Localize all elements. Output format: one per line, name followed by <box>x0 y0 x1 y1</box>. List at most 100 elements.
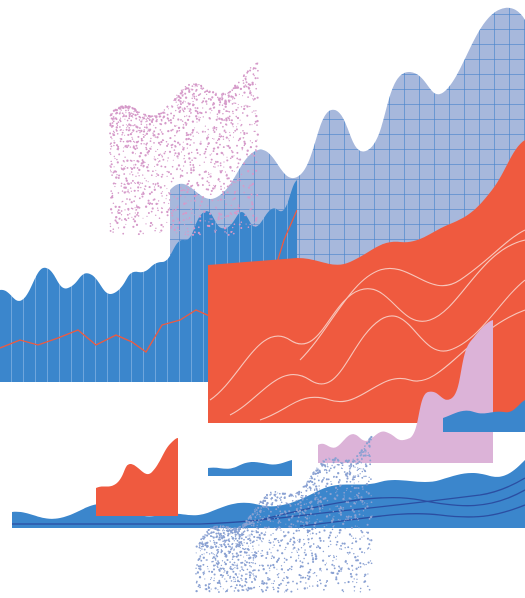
speckle-dot <box>317 498 319 501</box>
speckle-dot <box>153 156 155 158</box>
speckle-dot <box>258 544 260 546</box>
speckle-dot <box>348 473 351 476</box>
speckle-dot <box>278 520 281 523</box>
speckle-dot <box>306 498 308 500</box>
speckle-dot <box>201 197 203 199</box>
speckle-dot <box>240 106 243 108</box>
speckle-dot <box>164 122 167 125</box>
speckle-dot <box>120 182 123 185</box>
speckle-dot <box>231 89 234 92</box>
speckle-dot <box>295 525 297 527</box>
speckle-dot <box>145 180 147 182</box>
speckle-dot <box>220 549 223 551</box>
speckle-dot <box>286 576 289 579</box>
speckle-dot <box>237 545 241 548</box>
speckle-dot <box>136 167 139 169</box>
right-blue-wave <box>443 400 525 432</box>
speckle-dot <box>135 130 138 133</box>
speckle-dot <box>357 467 359 469</box>
speckle-dot <box>365 483 369 486</box>
speckle-dot <box>303 544 305 546</box>
speckle-dot <box>193 214 195 216</box>
speckle-dot <box>343 496 345 498</box>
speckle-dot <box>210 161 212 164</box>
speckle-dot <box>174 134 176 137</box>
speckle-dot <box>229 586 232 588</box>
speckle-dot <box>333 555 335 557</box>
speckle-dot <box>176 130 179 133</box>
speckle-dot <box>273 537 277 541</box>
speckle-dot <box>342 462 344 464</box>
speckle-dot <box>232 112 234 115</box>
speckle-dot <box>311 527 314 531</box>
speckle-dot <box>176 141 180 144</box>
speckle-dot <box>345 480 348 483</box>
speckle-dot <box>276 573 279 576</box>
speckle-dot <box>221 560 224 562</box>
speckle-dot <box>242 95 244 97</box>
speckle-dot <box>140 139 143 142</box>
speckle-dot <box>132 124 134 127</box>
speckle-dot <box>244 584 247 587</box>
speckle-dot <box>221 525 225 528</box>
speckle-dot <box>204 148 208 151</box>
speckle-dot <box>211 96 214 99</box>
speckle-dot <box>236 543 239 546</box>
speckle-dot <box>166 214 169 217</box>
speckle-dot <box>304 549 306 551</box>
speckle-dot <box>241 585 244 588</box>
speckle-dot <box>219 101 222 104</box>
speckle-dot <box>284 511 287 514</box>
speckle-dot <box>256 513 259 515</box>
speckle-dot <box>254 578 257 581</box>
speckle-dot <box>230 529 233 532</box>
speckle-dot <box>253 154 256 157</box>
speckle-dot <box>369 455 371 458</box>
speckle-dot <box>200 200 203 203</box>
speckle-dot <box>345 501 348 504</box>
speckle-dot <box>319 569 321 571</box>
speckle-dot <box>355 475 357 477</box>
speckle-dot <box>211 218 213 220</box>
speckle-dot <box>248 561 251 564</box>
speckle-dot <box>212 553 214 555</box>
speckle-dot <box>243 191 245 194</box>
speckle-dot <box>357 555 359 557</box>
speckle-dot <box>339 567 341 569</box>
speckle-dot <box>124 118 126 120</box>
speckle-dot <box>339 548 341 550</box>
speckle-dot <box>353 476 356 479</box>
speckle-dot <box>296 588 299 590</box>
speckle-dot <box>109 114 112 117</box>
speckle-dot <box>205 137 209 140</box>
speckle-dot <box>236 564 239 567</box>
speckle-dot <box>306 531 309 534</box>
speckle-dot <box>163 201 166 204</box>
speckle-dot <box>109 124 112 127</box>
speckle-dot <box>153 186 156 188</box>
speckle-dot <box>335 555 338 557</box>
speckle-dot <box>279 497 281 500</box>
speckle-dot <box>141 195 144 198</box>
speckle-dot <box>219 525 222 527</box>
speckle-dot <box>247 517 250 520</box>
speckle-dot <box>130 167 132 169</box>
speckle-dot <box>304 509 307 512</box>
speckle-dot <box>179 174 183 177</box>
speckle-dot <box>356 494 359 497</box>
speckle-dot <box>123 113 125 116</box>
speckle-dot <box>159 153 161 155</box>
speckle-dot <box>249 90 251 92</box>
speckle-dot <box>241 588 244 591</box>
speckle-dot <box>237 103 239 106</box>
speckle-dot <box>138 111 140 114</box>
speckle-dot <box>361 551 363 554</box>
speckle-dot <box>128 198 131 201</box>
speckle-dot <box>156 136 159 139</box>
speckle-dot <box>281 492 285 495</box>
speckle-dot <box>126 166 129 169</box>
speckle-dot <box>235 584 238 587</box>
speckle-dot <box>249 91 251 93</box>
speckle-dot <box>252 554 255 557</box>
speckle-dot <box>358 481 360 483</box>
